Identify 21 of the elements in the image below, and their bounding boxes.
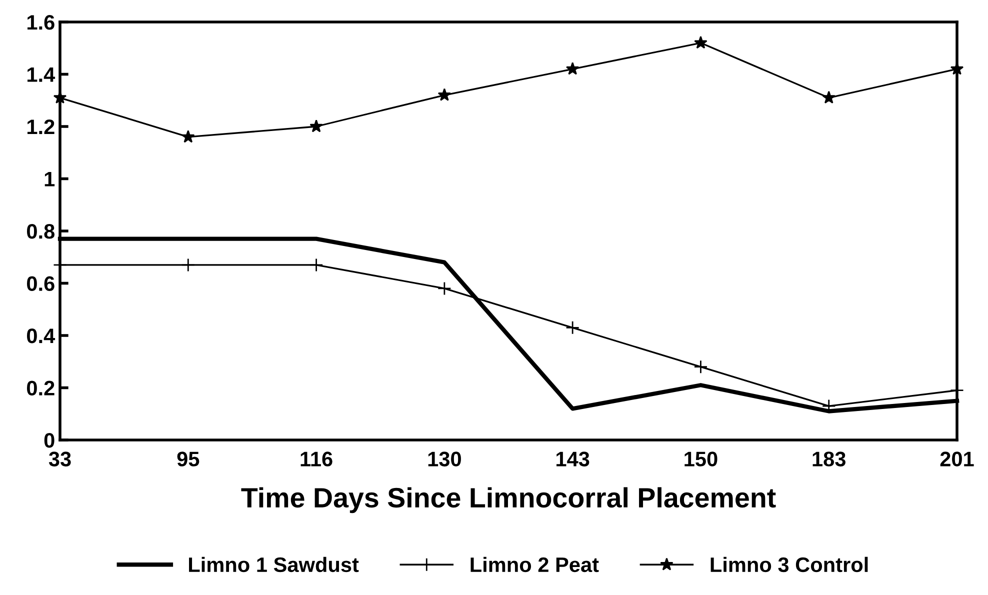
y-tick-label: 0	[44, 433, 54, 448]
legend-label: Limno 2 Peat	[470, 556, 599, 572]
x-axis-title: Time Days Since Limnocorral Placement	[241, 487, 776, 514]
y-tick-label: 0.8	[27, 224, 55, 239]
x-tick-label: 201	[940, 452, 974, 466]
y-tick-label: 0.2	[27, 380, 54, 396]
x-tick-label: 33	[48, 452, 71, 466]
y-tick-label: 1	[44, 172, 55, 186]
y-tick-label: 1.2	[27, 120, 54, 134]
legend-label: Limno 3 Control	[710, 556, 868, 572]
y-tick-label: 0.4	[27, 328, 56, 344]
x-tick-label: 95	[177, 452, 200, 466]
x-tick-label: 143	[556, 452, 590, 466]
y-tick-label: 1.4	[27, 67, 56, 82]
y-tick-label: 1.6	[27, 15, 54, 30]
x-tick-label: 116	[300, 452, 332, 466]
x-tick-label: 183	[812, 452, 846, 466]
y-tick-label: 0.6	[27, 276, 54, 292]
x-tick-label: 130	[428, 452, 461, 466]
legend-label: Limno 1 Sawdust	[189, 556, 359, 572]
x-tick-label: 150	[684, 452, 718, 466]
